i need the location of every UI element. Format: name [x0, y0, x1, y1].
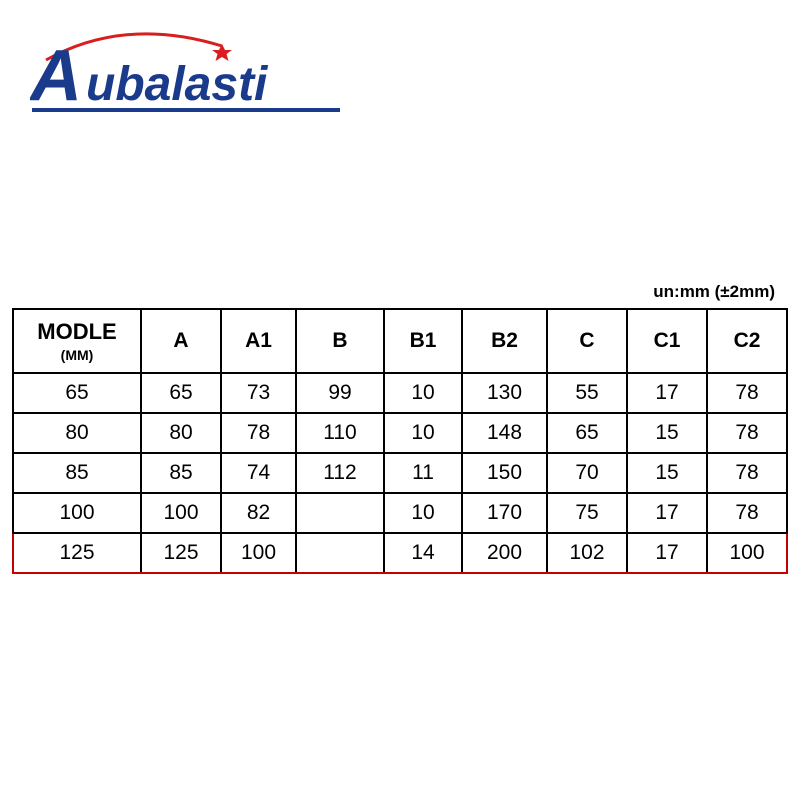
table-row: 100 100 82 10 170 75 17 78 [13, 493, 787, 533]
col-a1: A1 [221, 309, 296, 373]
spec-table: MODLE (MM) A A1 B B1 B2 C C1 C2 65 65 73… [12, 308, 788, 574]
col-b1: B1 [384, 309, 462, 373]
table-row: 85 85 74 112 11 150 70 15 78 [13, 453, 787, 493]
col-b: B [296, 309, 384, 373]
col-b2: B2 [462, 309, 547, 373]
table-row-highlighted: 125 125 100 14 200 102 17 100 [13, 533, 787, 573]
table-row: 80 80 78 110 10 148 65 15 78 [13, 413, 787, 453]
table-row: 65 65 73 99 10 130 55 17 78 [13, 373, 787, 413]
col-c1: C1 [627, 309, 707, 373]
table-header-row: MODLE (MM) A A1 B B1 B2 C C1 C2 [13, 309, 787, 373]
brand-logo: A ubalasti [30, 30, 350, 120]
col-c: C [547, 309, 627, 373]
table-body: 65 65 73 99 10 130 55 17 78 80 80 78 110… [13, 373, 787, 573]
col-c2: C2 [707, 309, 787, 373]
col-a: A [141, 309, 221, 373]
svg-text:A: A [30, 36, 82, 116]
units-label: un:mm (±2mm) [653, 282, 775, 302]
brand-text: ubalasti [86, 58, 269, 111]
col-model: MODLE (MM) [13, 309, 141, 373]
aubalasti-logo-svg: A ubalasti [30, 30, 350, 120]
